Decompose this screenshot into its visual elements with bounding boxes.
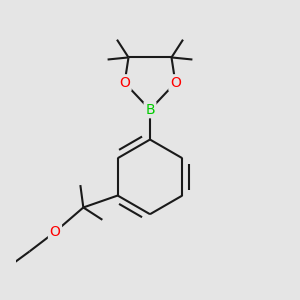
Text: B: B [145, 103, 155, 117]
Text: O: O [170, 76, 181, 90]
Text: O: O [50, 225, 60, 239]
Text: O: O [119, 76, 130, 90]
